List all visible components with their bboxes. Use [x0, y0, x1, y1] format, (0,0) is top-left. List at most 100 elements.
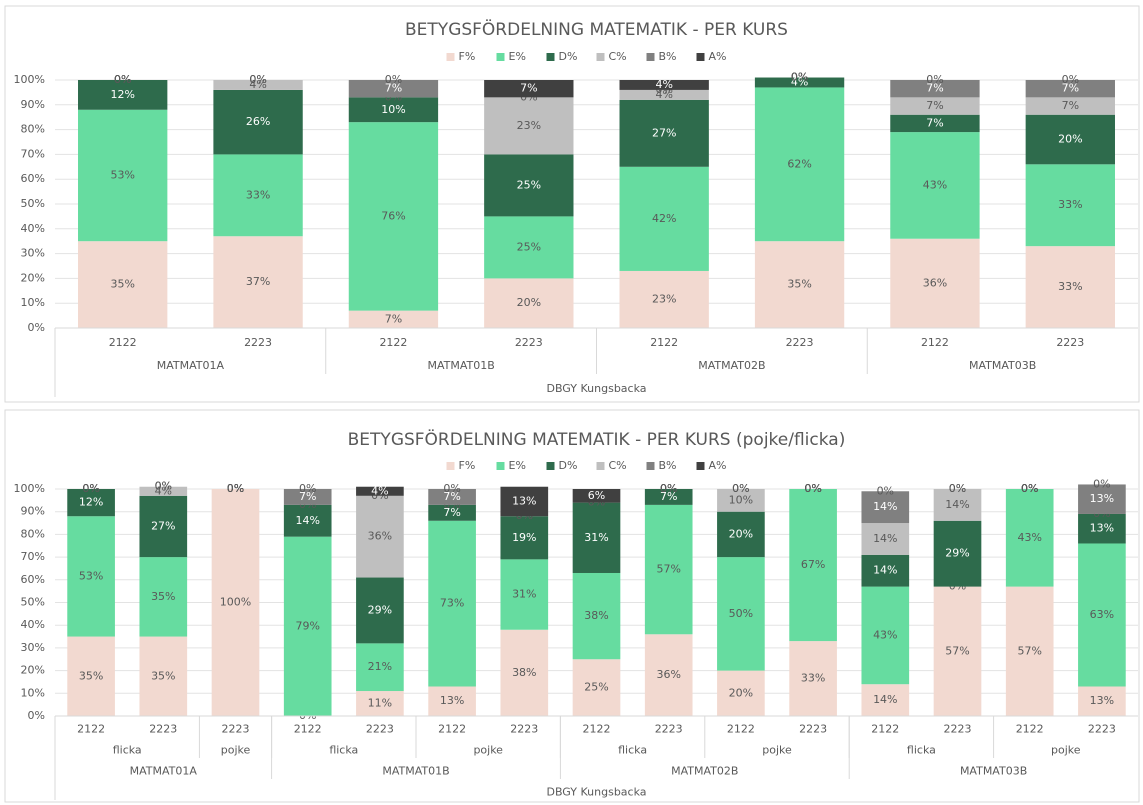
data-label: 0%: [114, 73, 131, 86]
data-label: 10%: [729, 493, 753, 506]
data-label: 0%: [791, 71, 808, 84]
data-label: 0%: [227, 482, 244, 495]
bar-segment: [644, 504, 693, 635]
y-tick-label: 0%: [28, 709, 45, 722]
bar-segment: [572, 489, 621, 503]
bar-segment: [717, 557, 765, 671]
bar-segment: [1025, 246, 1115, 328]
chart-title: BETYGSFÖRDELNING MATEMATIK - PER KURS: [405, 18, 788, 40]
legend-swatch: [596, 462, 605, 470]
data-label: 33%: [1058, 198, 1082, 211]
bar-segment: [1025, 97, 1115, 115]
bar-segment: [619, 80, 709, 90]
data-label: 20%: [729, 527, 753, 540]
y-tick-label: 50%: [21, 596, 45, 609]
data-label: 0%: [443, 482, 460, 495]
x-tick-label: 2223: [1088, 723, 1116, 736]
category-group-label: MATMAT02B: [671, 765, 738, 778]
data-label: 36%: [656, 668, 680, 681]
data-label: 4%: [249, 78, 266, 91]
data-label: 27%: [652, 126, 676, 139]
data-label: 4%: [655, 88, 672, 101]
data-label: 7%: [926, 116, 943, 129]
data-label: 0%: [114, 73, 131, 86]
bar-segment: [484, 216, 574, 279]
category-group-label: MATMAT01A: [157, 359, 225, 372]
x-tick-label: 2122: [438, 723, 466, 736]
data-label: 0%: [227, 482, 244, 495]
bar-segment: [484, 154, 574, 217]
bar-segment: [890, 238, 980, 328]
data-label: 7%: [926, 99, 943, 112]
data-label: 36%: [368, 530, 392, 543]
category-group-label: DBGY Kungsbacka: [546, 382, 646, 395]
legend-swatch: [646, 462, 655, 470]
data-label: 14%: [873, 500, 897, 513]
data-label: 57%: [1017, 644, 1041, 657]
data-label: 35%: [151, 590, 175, 603]
data-label: 0%: [926, 73, 943, 86]
data-label: 0%: [791, 71, 808, 84]
bar-segment: [78, 80, 168, 110]
data-label: 43%: [923, 178, 947, 191]
data-label: 0%: [732, 482, 749, 495]
bar-segment: [1078, 484, 1126, 514]
data-label: 0%: [804, 482, 821, 495]
legend-label: E%: [509, 459, 526, 472]
bar-segment: [139, 495, 188, 558]
chart-title: BETYGSFÖRDELNING MATEMATIK - PER KURS (p…: [348, 428, 846, 450]
data-label: 35%: [110, 278, 134, 291]
bar-segment: [67, 489, 115, 517]
data-label: 13%: [1090, 492, 1114, 505]
legend-label: C%: [609, 459, 627, 472]
data-label: 14%: [873, 564, 897, 577]
category-group-label: DBGY Kungsbacka: [546, 786, 646, 799]
y-tick-label: 100%: [14, 482, 45, 495]
data-label: 23%: [517, 119, 541, 132]
bar-segment: [428, 686, 476, 716]
legend-label: B%: [659, 50, 677, 63]
data-label: 4%: [155, 484, 172, 497]
bar-segment: [348, 80, 439, 98]
bar-segment: [139, 486, 188, 496]
category-group-label: pojke: [762, 744, 792, 757]
data-label: 4%: [371, 484, 388, 497]
data-label: 62%: [787, 157, 811, 170]
category-group-label: flicka: [618, 744, 647, 757]
data-label: 7%: [443, 490, 460, 503]
data-label: 14%: [945, 498, 969, 511]
data-label: 13%: [1090, 694, 1114, 707]
y-tick-label: 20%: [21, 271, 45, 284]
bar-segment: [890, 114, 980, 133]
bar-segment: [1005, 489, 1054, 587]
bar-segment: [890, 132, 980, 239]
bar-segment: [1005, 586, 1054, 716]
bar-segment: [754, 77, 845, 88]
x-tick-label: 2122: [77, 723, 105, 736]
bar-segment: [428, 504, 476, 521]
data-label: 7%: [443, 506, 460, 519]
data-label: 35%: [787, 278, 811, 291]
data-label: 73%: [440, 597, 464, 610]
data-label: 43%: [873, 628, 897, 641]
data-label: 33%: [1058, 280, 1082, 293]
data-label: 7%: [299, 490, 316, 503]
data-label: 0%: [1021, 482, 1038, 495]
category-group-label: MATMAT03B: [969, 359, 1036, 372]
data-label: 20%: [729, 686, 753, 699]
category-group-label: flicka: [329, 744, 358, 757]
data-label: 13%: [512, 494, 536, 507]
data-label: 0%: [1093, 477, 1110, 490]
data-label: 50%: [729, 607, 753, 620]
data-label: 20%: [517, 296, 541, 309]
data-label: 63%: [1090, 608, 1114, 621]
legend-label: D%: [559, 459, 578, 472]
bar-segment: [1025, 114, 1115, 165]
legend-swatch: [496, 53, 505, 61]
y-tick-label: 40%: [21, 618, 45, 631]
bar-segment: [1078, 513, 1126, 544]
data-label: 37%: [246, 275, 270, 288]
bar-segment: [933, 520, 982, 587]
data-label: 0%: [249, 73, 266, 86]
data-label: 0%: [227, 482, 244, 495]
